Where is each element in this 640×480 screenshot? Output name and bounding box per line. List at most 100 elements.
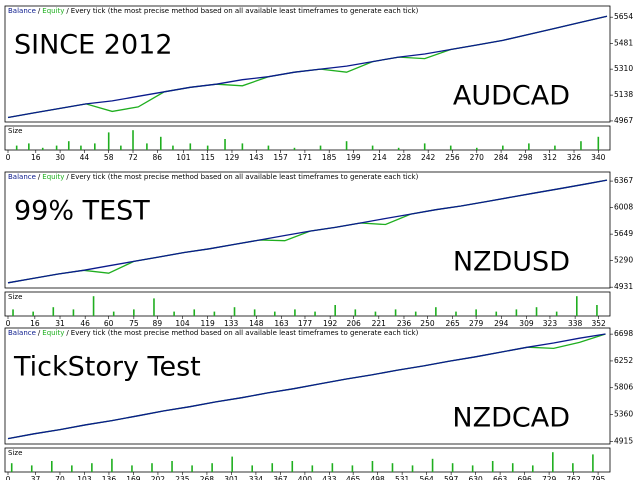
x-tick-label: 199 — [346, 153, 361, 162]
size-bar — [193, 309, 196, 316]
x-tick-label: 89 — [153, 319, 163, 328]
size-bar — [131, 465, 133, 472]
legend-equity: Equity — [42, 329, 64, 337]
x-tick-label: 31 — [55, 319, 65, 328]
size-bar — [120, 145, 122, 150]
size-bar — [319, 145, 322, 150]
size-bar — [291, 461, 294, 472]
x-tick-label: 235 — [175, 475, 190, 480]
subtitle: Every tick (the most precise method base… — [71, 7, 419, 15]
y-tick-label: 5360 — [614, 410, 633, 419]
x-tick-label: 16 — [30, 319, 40, 328]
x-tick-label: 498 — [370, 475, 385, 480]
x-tick-label: 192 — [323, 319, 338, 328]
x-tick-label: 298 — [518, 153, 533, 162]
x-tick-label: 352 — [591, 319, 606, 328]
x-tick-label: 30 — [55, 153, 65, 162]
size-bar — [555, 311, 558, 316]
size-bar — [351, 465, 354, 472]
size-bar — [224, 139, 226, 150]
x-tick-label: 236 — [397, 319, 412, 328]
x-tick-label: 762 — [566, 475, 581, 480]
size-bar — [251, 465, 254, 472]
size-bar — [72, 309, 75, 316]
x-tick-label: 115 — [201, 153, 216, 162]
y-tick-label: 6698 — [614, 329, 633, 338]
size-bar — [91, 463, 93, 472]
y-tick-label: 6008 — [614, 203, 633, 212]
legend-separator: / — [38, 173, 41, 181]
x-tick-label: 400 — [298, 475, 313, 480]
size-bar — [397, 147, 400, 150]
x-tick-label: 169 — [126, 475, 141, 480]
annotation: TickStory Test — [13, 352, 201, 383]
x-tick-label: 312 — [543, 153, 558, 162]
size-frame — [4, 447, 611, 473]
x-tick-label: 221 — [372, 319, 387, 328]
x-tick-label: 268 — [200, 475, 215, 480]
size-bar — [32, 311, 34, 316]
size-bar — [30, 465, 33, 472]
x-tick-label: 104 — [175, 319, 190, 328]
size-bar — [455, 311, 457, 316]
x-tick-label: 340 — [591, 153, 606, 162]
legend-separator: / — [66, 7, 69, 15]
size-bar — [451, 463, 454, 472]
legend-separator: / — [66, 173, 69, 181]
size-bar — [345, 141, 348, 150]
x-tick-label: 148 — [249, 319, 264, 328]
x-tick-label: 323 — [543, 319, 558, 328]
size-bar — [449, 145, 452, 150]
x-tick-label: 597 — [444, 475, 459, 480]
size-bar — [331, 463, 334, 472]
size-bar — [515, 309, 518, 316]
size-bar — [132, 130, 134, 150]
size-bar — [354, 309, 357, 316]
x-tick-label: 228 — [397, 153, 412, 162]
size-bar — [213, 311, 216, 316]
size-bar — [211, 463, 213, 472]
legend-balance: Balance — [8, 7, 36, 15]
x-tick-label: 729 — [542, 475, 557, 480]
x-tick-label: 136 — [102, 475, 117, 480]
size-bar — [191, 465, 193, 472]
x-tick-label: 242 — [421, 153, 436, 162]
y-tick-label: 5806 — [614, 383, 633, 392]
x-tick-label: 214 — [372, 153, 387, 162]
size-bar — [172, 145, 174, 150]
size-bar — [52, 307, 55, 316]
x-tick-label: 795 — [591, 475, 606, 480]
size-bar — [435, 307, 437, 316]
x-tick-label: 326 — [567, 153, 582, 162]
legend-separator: / — [38, 329, 41, 337]
size-bar — [271, 463, 274, 472]
size-bar — [153, 298, 155, 316]
x-tick-label: 630 — [468, 475, 483, 480]
x-tick-label: 301 — [224, 475, 239, 480]
size-frame — [4, 125, 611, 151]
size-bar — [80, 145, 82, 150]
size-bar — [159, 136, 162, 150]
size-bar — [71, 465, 73, 472]
size-bar — [597, 136, 600, 150]
x-tick-label: 0 — [6, 153, 11, 162]
size-bar — [273, 311, 276, 316]
size-bar — [592, 454, 594, 472]
y-tick-label: 5654 — [614, 12, 633, 21]
size-bar — [293, 147, 296, 150]
size-bar — [189, 143, 192, 150]
annotation: NZDCAD — [452, 403, 570, 434]
x-tick-label: 309 — [519, 319, 534, 328]
annotation: 99% TEST — [14, 196, 150, 227]
x-tick-label: 284 — [494, 153, 509, 162]
size-bar — [475, 309, 477, 316]
annotation: NZDUSD — [453, 247, 570, 278]
size-bar — [111, 458, 113, 472]
x-tick-label: 119 — [201, 319, 216, 328]
size-bar — [495, 311, 498, 316]
balance-line — [7, 179, 608, 284]
size-bar — [314, 311, 316, 316]
x-tick-label: 37 — [31, 475, 41, 480]
x-tick-label: 70 — [55, 475, 65, 480]
